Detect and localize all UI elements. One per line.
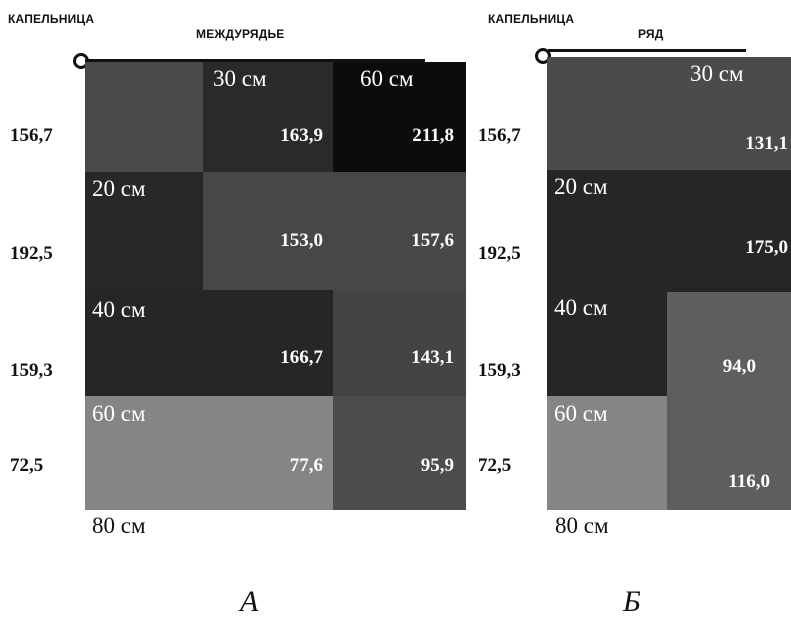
row-label-60: 60 см <box>92 401 146 426</box>
cell-a-r1c0 <box>85 172 203 290</box>
row-total-a-2: 159,3 <box>10 360 53 381</box>
row-label-40: 40 см <box>92 297 146 322</box>
spacing-label: РЯД <box>638 27 664 41</box>
cell-b-r3c0 <box>547 396 667 510</box>
cell-a-r2c2 <box>333 290 466 396</box>
line-divider <box>85 59 425 62</box>
col-label-60: 60 см <box>360 66 414 91</box>
row-total-a-0: 156,7 <box>10 125 53 146</box>
row-label-20: 20 см <box>92 176 146 201</box>
cell-b-r2c0 <box>547 292 667 396</box>
row-label-60: 60 см <box>554 401 608 426</box>
dripper-label: КАПЕЛЬНИЦА <box>8 12 95 26</box>
value-a-r0c1: 163,9 <box>280 125 323 146</box>
value-a-r3c2: 95,9 <box>420 455 454 476</box>
value-b-r0: 131,1 <box>745 133 788 154</box>
bottom-label: 80 см <box>555 513 609 538</box>
value-a-r0c2: 211,8 <box>412 125 454 146</box>
cell-b-r1c0 <box>547 170 791 292</box>
value-b-r2: 94,0 <box>722 356 756 377</box>
cell-a-r0c2 <box>333 62 466 172</box>
row-total-a-3: 72,5 <box>10 455 44 476</box>
panel-caption: А <box>240 585 259 618</box>
col-label-30: 30 см <box>213 66 267 91</box>
dripper-label: КАПЕЛЬНИЦА <box>488 12 575 26</box>
row-total-b-2: 159,3 <box>478 360 521 381</box>
cell-a-r1c1 <box>203 172 466 290</box>
row-total-b-3: 72,5 <box>478 455 512 476</box>
value-a-r2c2: 143,1 <box>411 347 454 368</box>
value-a-r1c1: 153,0 <box>280 230 323 251</box>
value-a-r1c2: 157,6 <box>411 230 454 251</box>
cell-a-r3c0 <box>85 396 333 510</box>
col-label-30: 30 см <box>690 61 744 86</box>
row-label-40: 40 см <box>554 295 608 320</box>
value-b-r1: 175,0 <box>745 237 788 258</box>
cell-b-r0c0 <box>547 57 791 170</box>
row-total-b-0: 156,7 <box>478 125 521 146</box>
line-divider <box>548 49 746 52</box>
cell-a-r3c2 <box>333 396 466 510</box>
row-total-b-1: 192,5 <box>478 243 521 264</box>
row-total-a-1: 192,5 <box>10 243 53 264</box>
cell-b-r2c1 <box>667 292 791 510</box>
panel-caption: Б <box>623 585 641 618</box>
bottom-label: 80 см <box>92 513 146 538</box>
value-b-r3: 116,0 <box>728 471 770 492</box>
cell-a-r0c0 <box>85 62 203 172</box>
spacing-label: МЕЖДУРЯДЬЕ <box>196 27 285 41</box>
cell-a-r0c1 <box>203 62 333 172</box>
value-a-r2c1: 166,7 <box>280 347 323 368</box>
cell-a-r2c0 <box>85 290 333 396</box>
row-label-20: 20 см <box>554 174 608 199</box>
value-a-r3c1: 77,6 <box>289 455 323 476</box>
